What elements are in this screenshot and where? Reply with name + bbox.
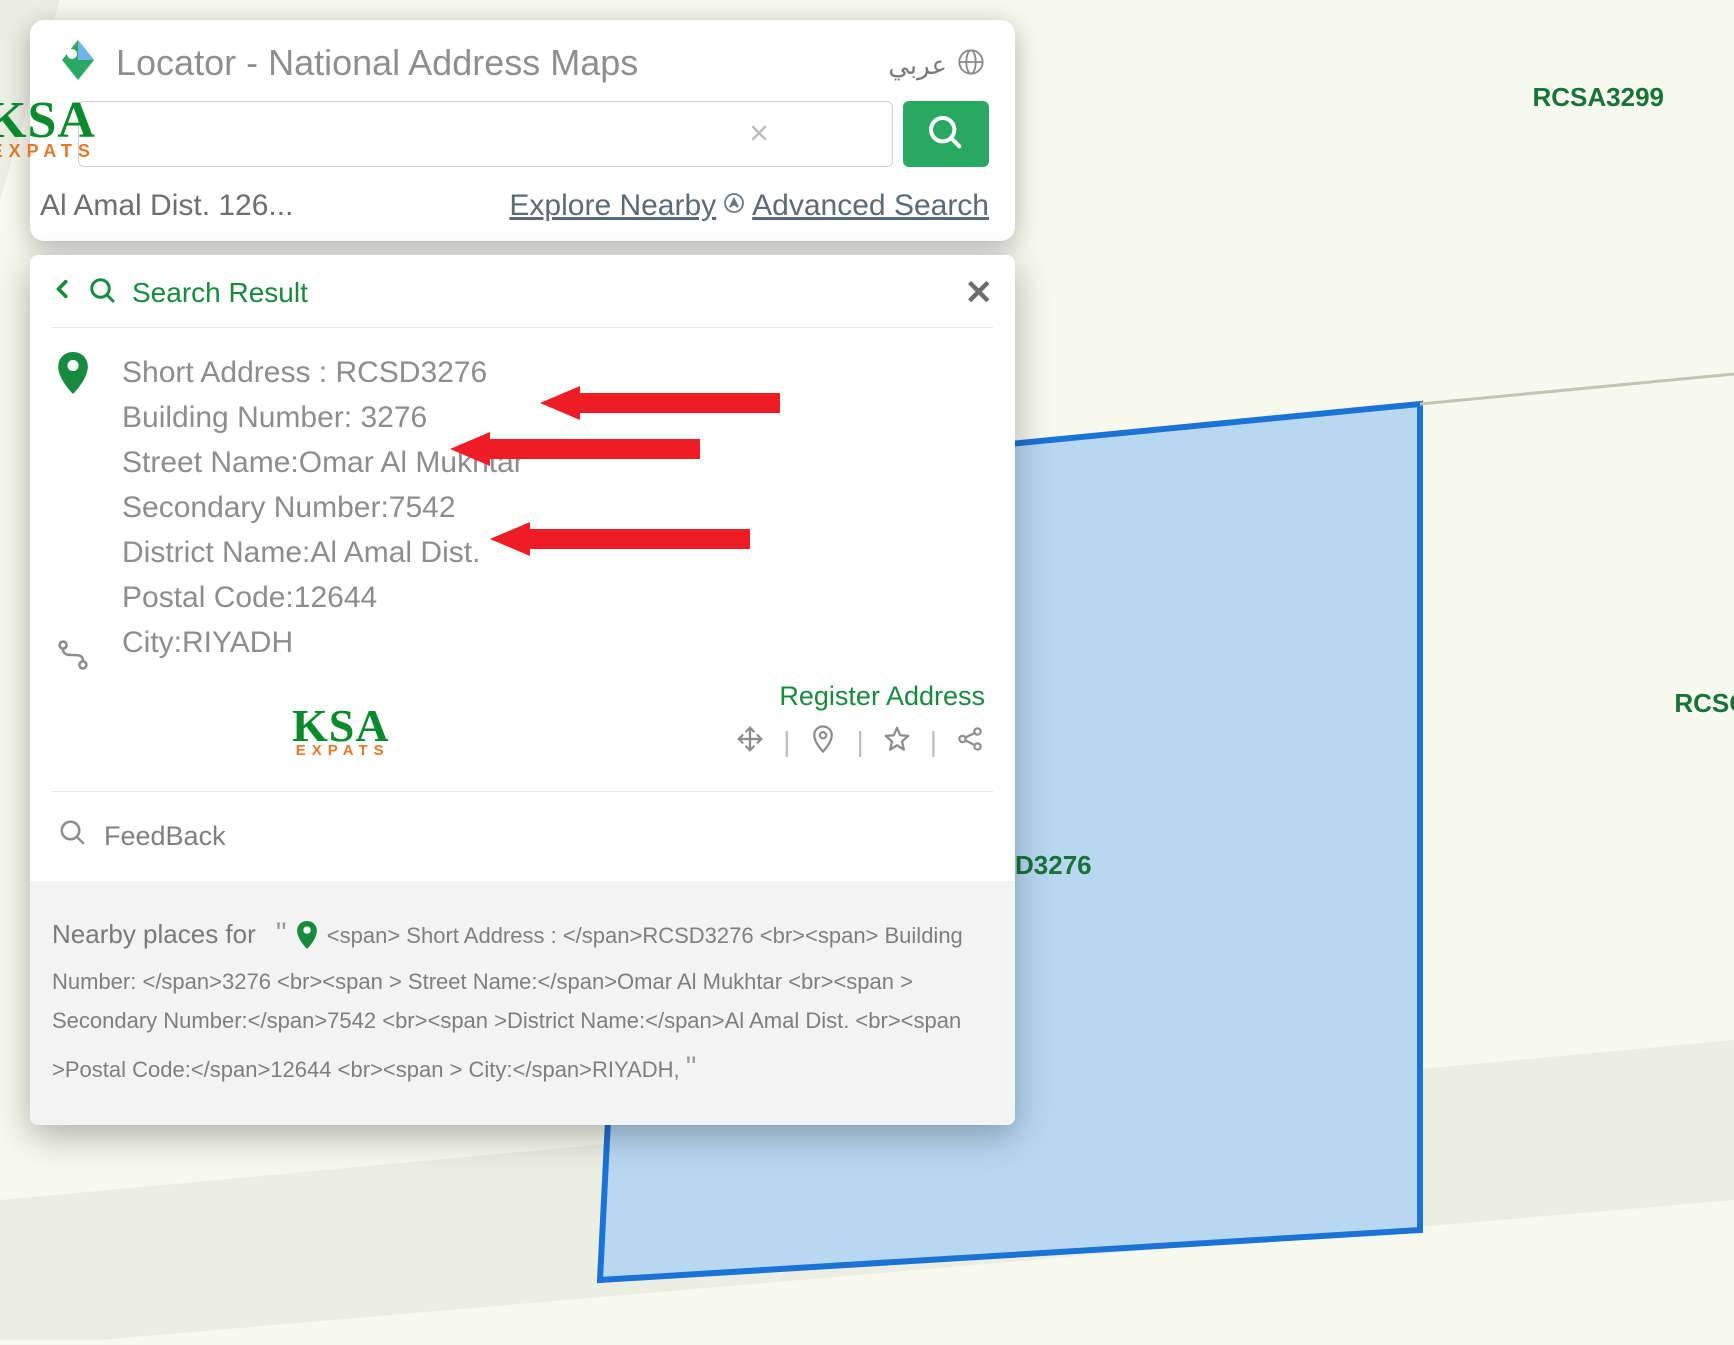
search-icon — [88, 276, 118, 311]
breadcrumb: Al Amal Dist. 126... — [40, 189, 293, 223]
map-parcel-label: D3276 — [1015, 850, 1092, 881]
map-parcel-label: RCSC — [1674, 688, 1734, 719]
favorite-icon[interactable] — [882, 724, 912, 759]
nearby-places: Nearby places for " <span> Short Address… — [30, 881, 1015, 1125]
globe-icon — [957, 48, 985, 83]
app-title: Locator - National Address Maps — [116, 42, 638, 84]
search-result-card: Search Result ✕ Short Address : RCSD3276… — [30, 255, 1015, 1125]
language-label: عربي — [888, 50, 947, 81]
watermark: KSA EXPATS — [0, 98, 96, 159]
map-parcel-label: RCSA3299 — [1532, 82, 1664, 113]
location-pin-icon — [297, 921, 317, 962]
secondary-number: Secondary Number:7542 — [122, 485, 993, 530]
compass-icon — [722, 189, 746, 223]
street-name: Street Name:Omar Al Mukhtar — [122, 440, 993, 485]
city: City:RIYADH — [122, 620, 993, 665]
directions-icon[interactable] — [735, 724, 765, 759]
watermark: KSA EXPATS — [292, 705, 390, 758]
register-address-link[interactable]: Register Address — [779, 681, 985, 712]
clear-icon[interactable]: × — [749, 115, 769, 154]
location-pin-icon — [58, 352, 88, 399]
language-switch[interactable]: عربي — [888, 48, 985, 83]
advanced-search-link[interactable]: Advanced Search — [752, 189, 989, 223]
app-logo-icon — [56, 38, 100, 87]
locator-panel: Locator - National Address Maps عربي × — [30, 20, 1015, 241]
back-icon[interactable] — [52, 274, 74, 312]
postal-code: Postal Code:12644 — [122, 575, 993, 620]
save-location-icon[interactable] — [808, 724, 838, 759]
route-icon[interactable] — [56, 638, 90, 677]
feedback-search-icon — [58, 818, 88, 855]
share-icon[interactable] — [955, 724, 985, 759]
feedback-row[interactable]: FeedBack — [52, 791, 993, 881]
close-icon[interactable]: ✕ — [965, 273, 994, 313]
search-icon — [926, 113, 966, 156]
explore-nearby-link[interactable]: Explore Nearby — [509, 189, 716, 223]
search-input[interactable] — [78, 101, 893, 167]
result-title: Search Result — [132, 277, 308, 309]
feedback-label: FeedBack — [104, 821, 226, 852]
short-address: Short Address : RCSD3276 — [122, 350, 993, 395]
building-number: Building Number: 3276 — [122, 395, 993, 440]
search-button[interactable] — [903, 101, 989, 167]
district-name: District Name:Al Amal Dist. — [122, 530, 993, 575]
